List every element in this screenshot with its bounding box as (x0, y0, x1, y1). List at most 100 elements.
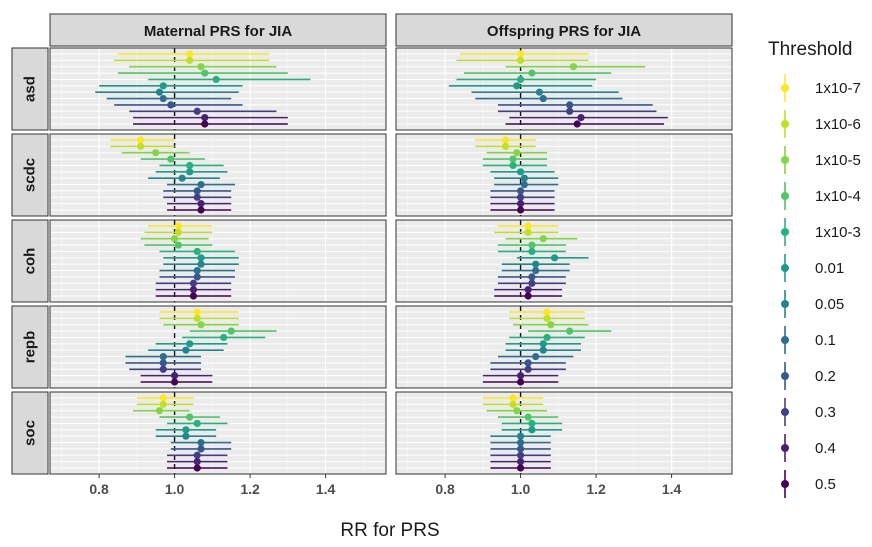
legend-item: 0.01 (781, 254, 844, 282)
estimate-point (152, 149, 160, 157)
estimate-point (539, 235, 547, 243)
panel-border (49, 219, 387, 303)
estimate-point (543, 308, 551, 316)
estimate-point (528, 247, 536, 256)
legend-item: 0.05 (781, 290, 844, 318)
legend-item: 1x10-7 (781, 74, 861, 102)
estimate-point (189, 279, 198, 287)
panel-background (50, 392, 386, 474)
estimate-point (186, 413, 194, 421)
legend-key-point (781, 120, 789, 128)
legend-item: 1x10-3 (781, 218, 861, 246)
estimate-point (170, 235, 179, 243)
estimate-point (532, 266, 540, 275)
legend-item-label: 1x10-4 (815, 188, 861, 205)
x-tick-label: 0.8 (435, 481, 455, 497)
legend-key-point (781, 264, 789, 272)
estimate-point (577, 114, 585, 122)
facet-panel (395, 219, 733, 303)
estimate-point (197, 321, 205, 329)
facet-strip-column (395, 13, 733, 47)
estimate-point (193, 451, 201, 459)
estimate-point (193, 419, 201, 428)
estimate-point (524, 286, 532, 294)
estimate-point (174, 228, 182, 236)
estimate-point (516, 451, 525, 459)
estimate-point (528, 419, 536, 428)
estimate-point (513, 149, 521, 157)
facet-panel (395, 391, 733, 475)
estimate-point (516, 445, 525, 453)
estimate-point (516, 50, 525, 58)
estimate-point (524, 222, 532, 230)
panel-border (395, 391, 733, 475)
estimate-point (193, 193, 201, 201)
estimate-point (197, 438, 205, 447)
legend-item-label: 1x10-6 (815, 116, 861, 133)
legend-key-point (781, 192, 789, 200)
estimate-point (516, 438, 525, 447)
facet-column-label: Maternal PRS for JIA (144, 23, 293, 40)
estimate-point (528, 69, 536, 77)
legend: 1x10-7 1x10-6 1x10-5 1x10-4 1x10-3 0.01 0.05 0.… (781, 74, 861, 498)
legend-item-label: 1x10-3 (815, 224, 861, 241)
estimate-point (193, 273, 201, 281)
facet-panel (395, 305, 733, 389)
estimate-point (193, 247, 201, 256)
x-tick-label: 1.0 (165, 481, 185, 497)
estimate-point (193, 464, 201, 472)
estimate-point (159, 400, 167, 408)
estimate-point (516, 464, 525, 472)
facet-row-label: coh (22, 248, 39, 275)
x-tick-label: 1.2 (586, 481, 606, 497)
estimate-point (197, 200, 205, 208)
estimate-point (543, 314, 551, 322)
estimate-point (535, 88, 544, 96)
facet-row-label: soc (22, 420, 39, 446)
estimate-point (509, 400, 517, 408)
legend-item-label: 0.2 (815, 368, 836, 385)
estimate-point (547, 321, 555, 329)
estimate-point (566, 101, 574, 109)
panel-border (49, 47, 387, 131)
estimate-point (159, 365, 167, 373)
facet-panel (395, 133, 733, 217)
estimate-point (167, 155, 175, 163)
estimate-point (193, 266, 201, 275)
estimate-point (524, 228, 532, 236)
panel-border (395, 133, 733, 217)
legend-item-label: 1x10-7 (815, 80, 861, 97)
estimate-point (159, 359, 167, 367)
panels-layer: Maternal PRS for JIA Offspring PRS for JI… (11, 13, 733, 475)
estimate-point (516, 200, 525, 208)
estimate-point (186, 56, 194, 64)
estimate-point (516, 206, 525, 214)
estimate-point (539, 346, 547, 354)
x-tick-label: 1.0 (511, 481, 531, 497)
estimate-point (528, 426, 536, 434)
facet-row-label: repb (22, 331, 39, 364)
legend-item-label: 0.4 (815, 440, 836, 457)
panel-border (395, 47, 733, 131)
estimate-point (197, 180, 205, 189)
estimate-point (520, 174, 528, 182)
legend-item: 0.4 (781, 434, 836, 462)
estimate-point (193, 458, 201, 466)
estimate-point (573, 120, 581, 128)
legend-title: Threshold (768, 39, 853, 60)
facet-strip-row (11, 391, 49, 475)
estimate-point (528, 273, 536, 281)
panel-background (50, 306, 386, 388)
estimate-point (516, 372, 525, 380)
legend-item: 0.3 (781, 398, 836, 426)
x-tick-label: 1.4 (316, 481, 336, 497)
legend-key-point (781, 336, 789, 344)
estimate-point (513, 82, 521, 90)
estimate-point (227, 327, 235, 335)
x-axis: 0.8 1.0 1.2 1.4 0.8 1.0 1.2 1.4 (89, 474, 682, 497)
estimate-point (197, 445, 205, 453)
facet-strip-row (11, 305, 49, 389)
estimate-point (186, 50, 194, 58)
legend-key-point (781, 84, 789, 92)
